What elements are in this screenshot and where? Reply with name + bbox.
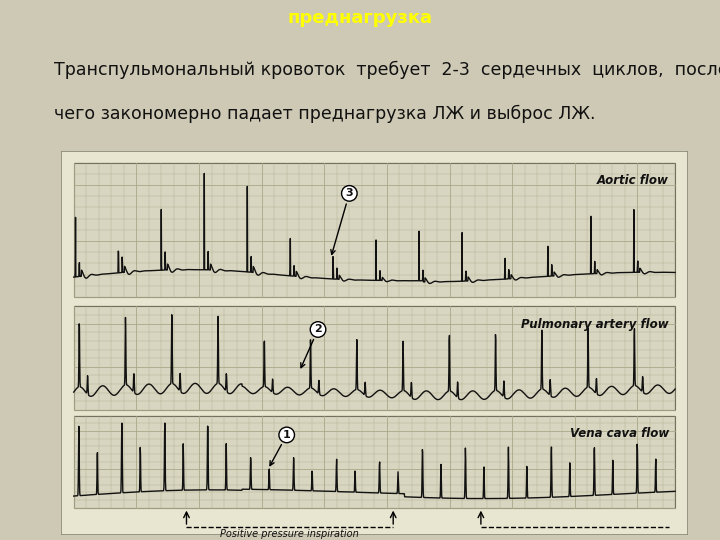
Text: Транспульмональный кровоток  требует  2-3  сердечных  циклов,  после: Транспульмональный кровоток требует 2-3 … [54, 61, 720, 79]
Text: Positive pressure inspiration: Positive pressure inspiration [220, 529, 359, 539]
Text: чего закономерно падает преднагрузка ЛЖ и выброс ЛЖ.: чего закономерно падает преднагрузка ЛЖ … [54, 104, 595, 123]
Bar [73, 307, 675, 410]
Text: 3: 3 [331, 188, 353, 254]
FancyBboxPatch shape [61, 151, 688, 535]
Bar [73, 416, 675, 508]
Bar [73, 163, 675, 297]
Text: 2: 2 [301, 325, 322, 368]
Text: преднагрузка: преднагрузка [287, 9, 433, 26]
Text: Vena cava flow: Vena cava flow [570, 427, 669, 440]
Text: Aortic flow: Aortic flow [597, 174, 669, 187]
Text: 1: 1 [270, 430, 291, 465]
Text: Pulmonary artery flow: Pulmonary artery flow [521, 318, 669, 331]
